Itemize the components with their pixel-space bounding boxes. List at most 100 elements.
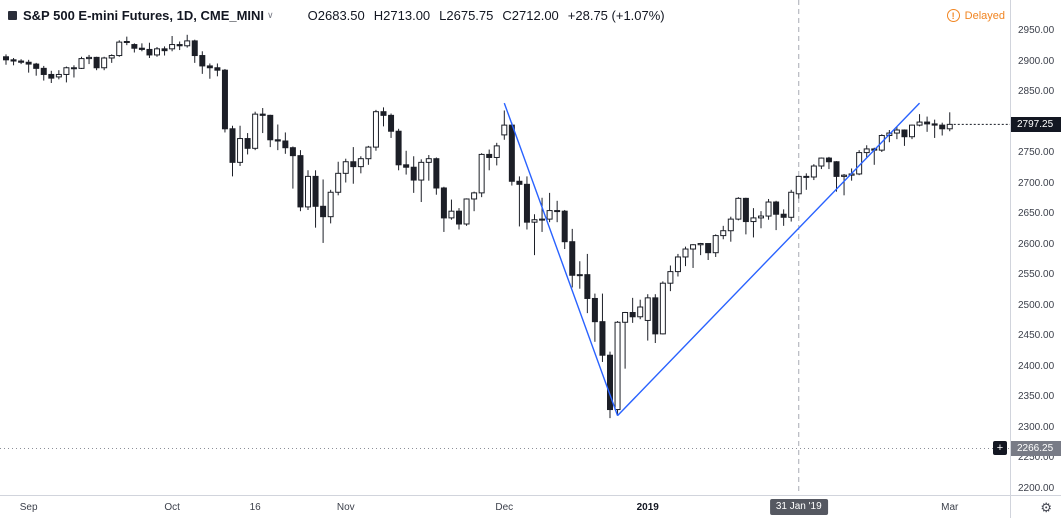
axis-settings-corner: ⚙: [1010, 495, 1061, 518]
time-tick-label: Mar: [941, 502, 959, 513]
candle-body: [765, 201, 772, 217]
trend-line[interactable]: [503, 102, 619, 416]
price-chart-plot[interactable]: [0, 0, 1010, 495]
price-tick-label: 2300.00: [1018, 421, 1055, 433]
candle-body: [727, 218, 734, 232]
candle-body: [55, 73, 62, 78]
time-tick-label: 2019: [636, 502, 659, 513]
candle-body: [539, 218, 546, 221]
candle-body: [154, 48, 160, 56]
candle-body: [403, 164, 410, 168]
price-tick-label: 2700.00: [1018, 177, 1055, 189]
candle-body: [607, 354, 613, 411]
candle-body: [561, 210, 568, 243]
candle-body: [297, 155, 304, 208]
price-tick-label: 2450.00: [1018, 330, 1055, 342]
price-tick-label: 2250.00: [1018, 452, 1055, 464]
candle-body: [365, 146, 372, 160]
candle-body: [622, 312, 629, 323]
candle-body: [629, 312, 636, 318]
candle-body: [893, 129, 900, 134]
candle-body: [259, 113, 266, 116]
candle-body: [493, 145, 500, 158]
candle-body: [93, 56, 100, 69]
candle-body: [712, 235, 719, 254]
chevron-down-icon[interactable]: ∨: [267, 10, 274, 20]
open-value: O2683.50: [307, 8, 365, 23]
candle-body: [508, 124, 515, 182]
candle-body: [25, 61, 32, 65]
info-circle-icon: !: [946, 9, 960, 22]
candle-body: [335, 172, 342, 193]
last-price-tag: 2797.25: [1011, 116, 1061, 132]
candle-body: [252, 113, 259, 149]
candle-body: [591, 297, 598, 323]
time-tick-label: Nov: [336, 502, 355, 513]
candle-body: [735, 197, 742, 220]
chart-legend: S&P 500 E-mini Futures, 1D, CME_MINI ∨ O…: [8, 8, 665, 23]
candle-body: [471, 192, 478, 200]
symbol-title[interactable]: S&P 500 E-mini Futures, 1D, CME_MINI: [23, 8, 265, 23]
candle-body: [10, 59, 17, 62]
price-tick-label: 2550.00: [1018, 269, 1055, 281]
candle-body: [841, 174, 848, 177]
candle-body: [825, 157, 832, 163]
price-tick-label: 2200.00: [1018, 482, 1055, 494]
candle-body: [916, 121, 923, 126]
candle-body: [682, 248, 689, 258]
candle-body: [229, 128, 236, 163]
candlestick-plot[interactable]: [0, 0, 1010, 495]
candle-body: [199, 55, 206, 67]
add-alert-plus-button[interactable]: +: [993, 441, 1007, 456]
crosshair-date-tag: 31 Jan '19: [769, 499, 828, 515]
candle-body: [425, 158, 432, 163]
candle-body: [206, 65, 213, 69]
candle-body: [350, 161, 357, 168]
candle-body: [380, 111, 387, 116]
candle-body: [554, 210, 561, 213]
candle-body: [48, 73, 55, 79]
candle-body: [237, 138, 244, 163]
candle-body: [327, 191, 334, 218]
candle-body: [659, 282, 666, 335]
candle-body: [478, 153, 485, 194]
candle-body: [463, 198, 470, 225]
price-tick-label: 2950.00: [1018, 25, 1055, 37]
delayed-badge[interactable]: ! Delayed: [946, 9, 1005, 22]
candle-body: [40, 67, 47, 75]
low-value: L2675.75: [439, 8, 494, 23]
candle-body: [282, 140, 289, 149]
candle-body: [501, 124, 508, 136]
candle-body: [667, 271, 674, 284]
candle-body: [78, 58, 85, 69]
change-value: +28.75 (+1.07%): [567, 8, 665, 23]
candle-body: [720, 230, 727, 237]
price-tick-label: 2350.00: [1018, 391, 1055, 403]
candle-body: [3, 56, 9, 61]
close-value: C2712.00: [502, 8, 559, 23]
close-label: C: [502, 8, 512, 23]
candle-body: [486, 153, 493, 158]
candle-body: [388, 114, 395, 132]
instrument-marker-icon: [8, 11, 17, 20]
candle-body: [131, 44, 138, 49]
alert-price-tag[interactable]: 2266.25: [1011, 440, 1061, 456]
price-tick-label: 2850.00: [1018, 86, 1055, 98]
price-tick-label: 2750.00: [1018, 147, 1055, 159]
candle-body: [773, 201, 780, 215]
candle-body: [697, 243, 704, 246]
candle-body: [108, 55, 115, 59]
candle-body: [652, 297, 659, 335]
settings-gear-icon[interactable]: ⚙: [1040, 499, 1052, 515]
candle-body: [305, 175, 311, 208]
candle-body: [690, 244, 697, 250]
candle-body: [614, 321, 621, 411]
price-axis[interactable]: 2950.002900.002850.002800.002750.002700.…: [1010, 0, 1061, 495]
trend-line[interactable]: [617, 102, 921, 417]
candle-body: [372, 111, 379, 148]
candle-body: [599, 321, 606, 356]
time-axis[interactable]: Sep Oct 16 Nov Dec 2019 Mar 31 Jan '19: [0, 495, 1010, 518]
candle-body: [810, 165, 817, 178]
candle-body: [33, 63, 40, 69]
